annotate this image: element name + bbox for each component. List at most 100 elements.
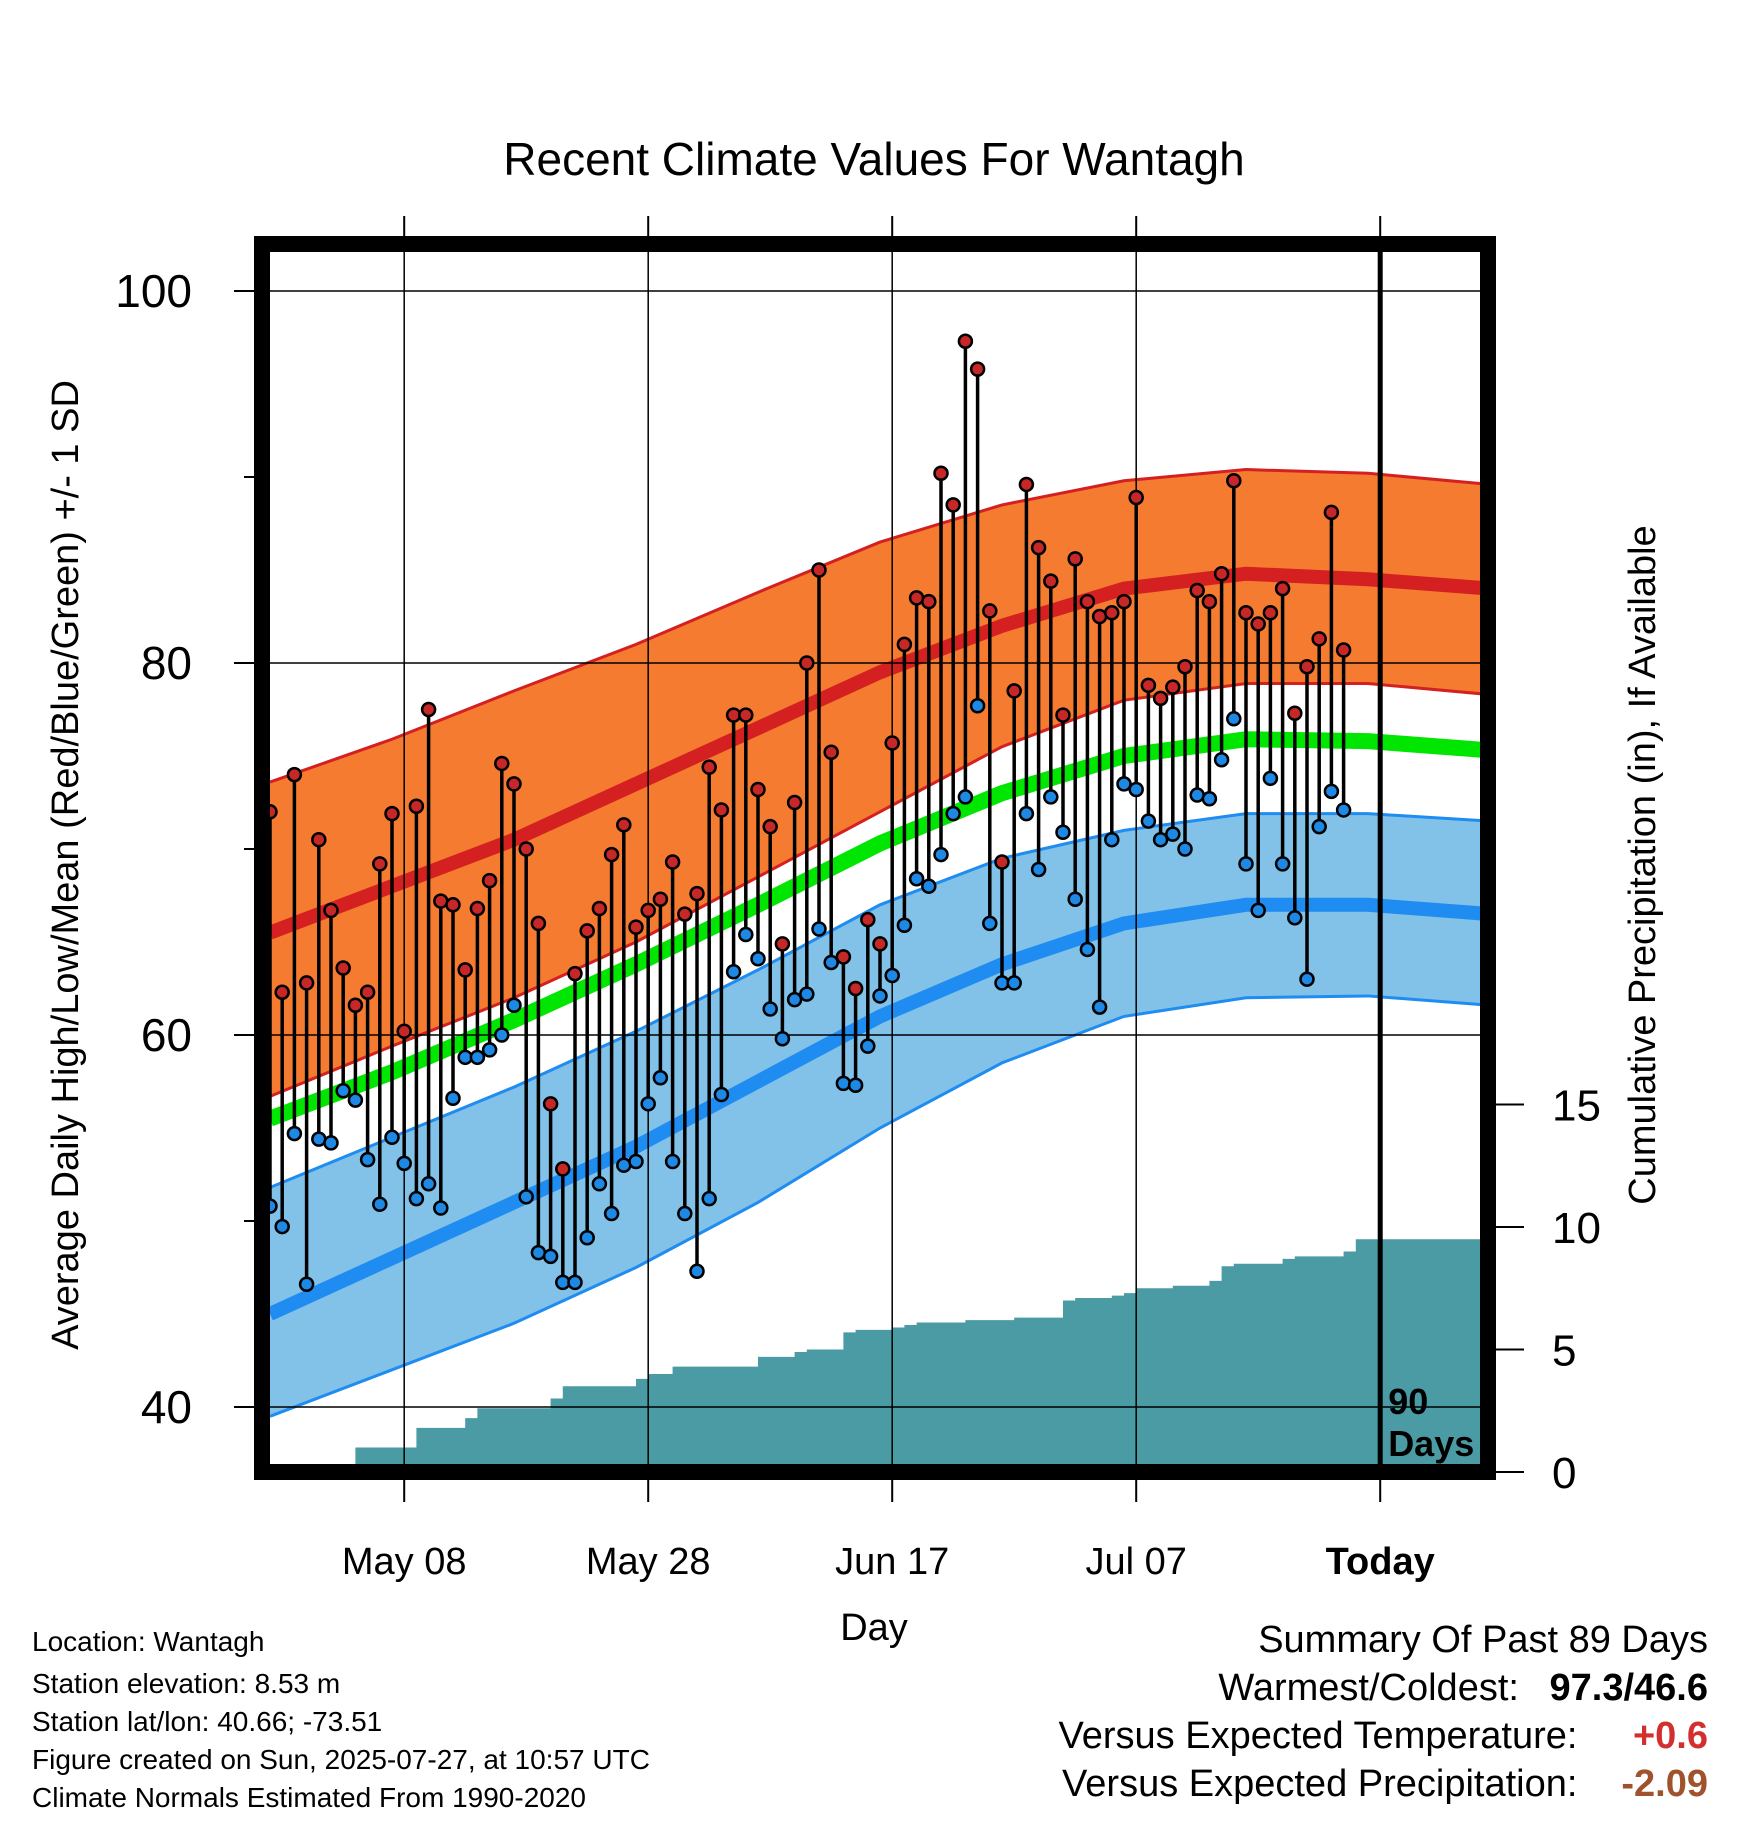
daily-low-point	[1299, 971, 1315, 987]
right-axis-tick-label: 15	[1552, 1082, 1601, 1131]
daily-low-point	[701, 1190, 717, 1207]
daily-high-point	[1104, 605, 1120, 621]
daily-low-point	[884, 967, 900, 984]
station-location: Location: Wantagh	[32, 1626, 265, 1657]
daily-high-point	[1226, 472, 1242, 489]
daily-low-point	[750, 950, 766, 967]
daily-low-point	[762, 1001, 778, 1017]
summary-panel: Summary Of Past 89 Days Warmest/Coldest:…	[1059, 1616, 1708, 1808]
daily-low-point	[738, 926, 754, 943]
daily-high-point	[933, 465, 949, 482]
warmest-coldest-label: Warmest/Coldest:	[1218, 1667, 1519, 1709]
daily-high-point	[847, 980, 864, 997]
daily-low-point	[1262, 770, 1279, 787]
daily-low-point	[494, 1027, 510, 1043]
daily-high-point	[1335, 642, 1352, 658]
daily-high-point	[542, 1096, 559, 1112]
daily-low-point	[591, 1176, 608, 1192]
daily-low-point	[921, 878, 937, 894]
daily-low-point	[1006, 975, 1022, 991]
warmest-coldest-value: 97.3/46.6	[1549, 1667, 1708, 1709]
normal-high-upper-sd	[269, 468, 1488, 784]
daily-low-point	[359, 1151, 376, 1168]
normal-low-upper-sd	[269, 812, 1488, 1189]
daily-high-point	[1213, 565, 1230, 582]
daily-high-point	[1250, 616, 1266, 632]
daily-low-point	[274, 1218, 290, 1235]
daily-high-point	[494, 755, 510, 772]
daily-high-point	[1189, 582, 1205, 599]
figure-created: Figure created on Sun, 2025-07-27, at 10…	[32, 1744, 650, 1775]
daily-high-point	[1152, 690, 1169, 707]
daily-low-point	[1055, 824, 1071, 841]
daily-low-point	[786, 991, 803, 1008]
daily-high-point	[786, 794, 803, 811]
daily-high-point	[591, 900, 608, 917]
daily-high-point	[1006, 683, 1022, 699]
right-axis-label: Cumulative Precipitation (in), If Availa…	[1622, 525, 1664, 1204]
daily-low-point	[689, 1263, 705, 1279]
daily-low-point	[1250, 902, 1266, 919]
daily-low-point	[725, 964, 742, 980]
daily-low-point	[847, 1077, 864, 1093]
daily-high-point	[1299, 658, 1315, 675]
x-axis-tick-label: May 08	[342, 1541, 467, 1583]
daily-low-point	[872, 988, 888, 1004]
daily-high-point	[823, 744, 839, 761]
right-axis-tick-label: 0	[1552, 1449, 1576, 1498]
normal-low-lower-sd	[269, 994, 1488, 1418]
climate-normals-note: Climate Normals Estimated From 1990-2020	[32, 1782, 586, 1813]
daily-high-point	[1165, 679, 1181, 695]
daily-high-point	[896, 636, 913, 653]
daily-low-point	[445, 1090, 461, 1106]
daily-low-point	[1335, 802, 1352, 818]
daily-high-point	[677, 906, 693, 922]
chart-title: Recent Climate Values For Wantagh	[503, 133, 1244, 185]
daily-high-point	[994, 854, 1010, 870]
temperature-departure-label: Versus Expected Temperature:	[1058, 1715, 1578, 1757]
daily-high-point	[347, 997, 364, 1013]
daily-low-point	[323, 1135, 339, 1151]
daily-high-point	[774, 936, 791, 952]
daily-low-point	[811, 921, 827, 937]
daily-low-point	[713, 1086, 730, 1103]
daily-low-point	[298, 1276, 315, 1292]
daily-low-point	[1091, 999, 1108, 1015]
daily-high-point	[286, 766, 303, 783]
daily-high-point	[628, 919, 644, 935]
daily-high-point	[1018, 476, 1035, 493]
daily-high-point	[1262, 605, 1279, 621]
daily-low-point	[1323, 783, 1340, 800]
daily-low-point	[664, 1153, 681, 1170]
daily-low-point	[1177, 841, 1193, 857]
daily-high-point	[762, 818, 778, 835]
daily-low-point	[408, 1190, 425, 1207]
daily-high-point	[1055, 707, 1071, 723]
daily-low-point	[335, 1083, 351, 1099]
daily-low-point	[1104, 831, 1120, 848]
daily-low-point	[652, 1070, 669, 1086]
daily-high-point	[603, 846, 620, 863]
left-axis-tick-label: 100	[115, 265, 192, 317]
precipitation-departure-label: Versus Expected Precipitation:	[1062, 1763, 1578, 1805]
daily-low-point	[1213, 751, 1230, 768]
daily-high-point	[884, 735, 900, 751]
right-axis-tick-label: 5	[1552, 1327, 1576, 1376]
daily-high-point	[1079, 593, 1096, 610]
plot-frame	[254, 236, 1496, 1480]
daily-low-point	[347, 1092, 364, 1108]
daily-low-point	[1238, 856, 1254, 872]
temperature-departure-value: +0.6	[1632, 1715, 1708, 1757]
daily-low-point	[628, 1153, 644, 1170]
daily-high-point	[335, 960, 351, 976]
precipitation-departure-row: Versus Expected Precipitation: -2.09	[1059, 1760, 1708, 1808]
daily-low-point	[1043, 789, 1059, 805]
daily-low-point	[982, 915, 998, 932]
daily-high-point	[664, 854, 681, 870]
daily-high-point	[567, 965, 583, 982]
daily-high-point	[298, 975, 315, 991]
daily-high-point	[1177, 658, 1193, 675]
daily-high-point	[555, 1161, 571, 1177]
daily-low-point	[603, 1205, 620, 1222]
